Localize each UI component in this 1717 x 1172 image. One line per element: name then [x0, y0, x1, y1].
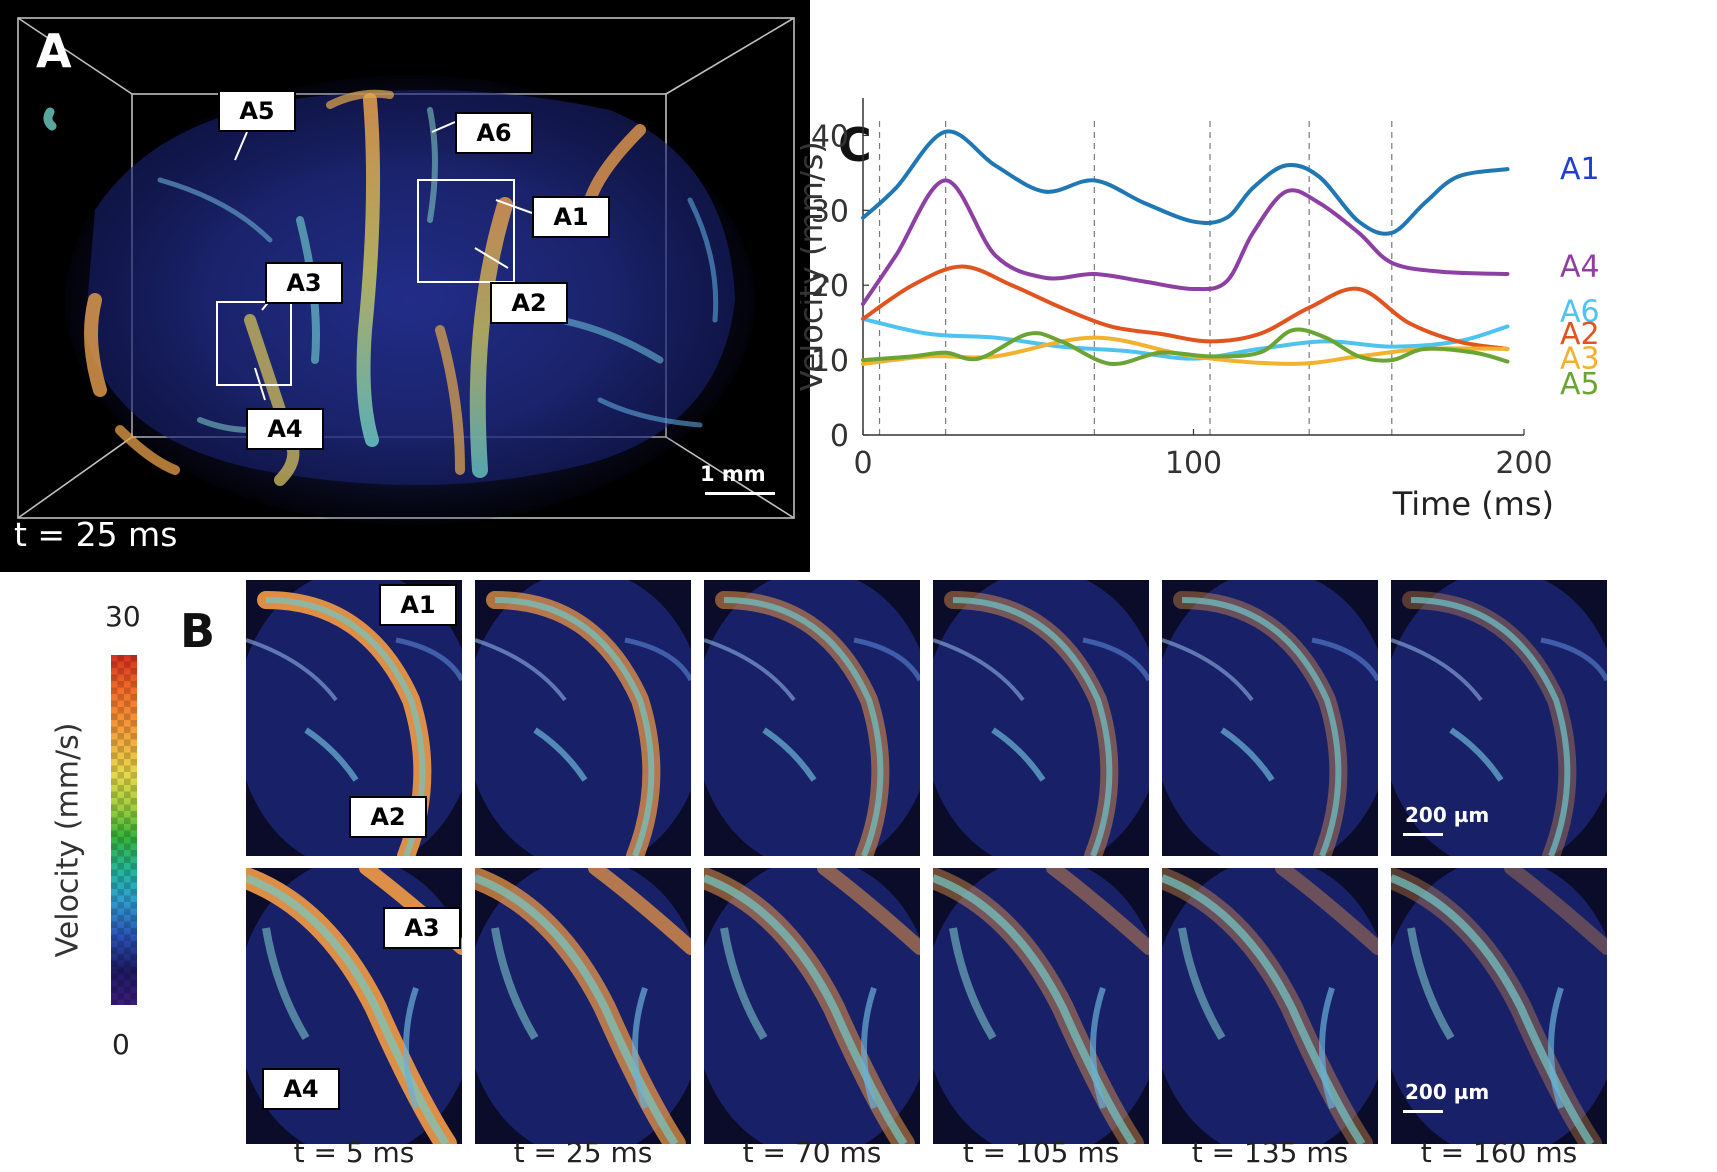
series-label-a2: A2 — [1560, 317, 1600, 352]
time-label-4: t = 105 ms — [962, 1136, 1120, 1169]
callout-a6: A6 — [455, 112, 533, 154]
series-line-a6 — [861, 316, 1510, 361]
frame-row2-col5 — [1162, 868, 1378, 1144]
time-label-6: t = 160 ms — [1420, 1136, 1578, 1169]
x-tick-label-0: 0 — [853, 446, 872, 481]
colorbar — [111, 655, 137, 1005]
scale-label-row1: 200 µm — [1405, 803, 1490, 827]
series-label-a6: A6 — [1560, 294, 1600, 329]
callout-a5: A5 — [218, 90, 296, 132]
panel-a-volume-render: A A5 A6 A1 A2 A3 A4 1 mm t = 25 ms — [0, 0, 810, 572]
frame-row1-col6 — [1391, 580, 1607, 856]
series-label-a5: A5 — [1560, 367, 1600, 402]
colorbar-min-label: 0 — [112, 1028, 130, 1061]
series-line-a4 — [861, 178, 1510, 306]
series-label-a1: A1 — [1560, 152, 1600, 187]
callout-a4: A4 — [246, 408, 324, 450]
colorbar-checker — [111, 655, 137, 1005]
callout-b-a3: A3 — [383, 907, 461, 949]
y-tick-label-20: 20 — [811, 269, 849, 304]
series-line-a2 — [861, 264, 1510, 351]
callout-a2: A2 — [490, 282, 568, 324]
velocity-time-chart: 0 10 20 30 40 0 100 200 Time (ms) Velocity (mm/s)… — [800, 98, 1600, 523]
scale-label-row2: 200 µm — [1405, 1080, 1490, 1104]
panel-b-letter: B — [180, 604, 216, 658]
time-label-5: t = 135 ms — [1191, 1136, 1349, 1169]
frame-row1-col5 — [1162, 580, 1378, 856]
time-label-2: t = 25 ms — [513, 1136, 653, 1169]
y-axis-label: Velocity (mm/s) — [800, 141, 830, 391]
time-label-1: t = 5 ms — [293, 1136, 415, 1169]
vascular-volume-image — [17, 17, 795, 525]
panel-a-letter: A — [36, 24, 72, 78]
panel-c-letter: C — [838, 118, 872, 172]
series-line-a1 — [861, 129, 1510, 236]
x-axis-label: Time (ms) — [1392, 485, 1554, 523]
frame-row1-col3 — [704, 580, 920, 856]
panel-a-time-label: t = 25 ms — [14, 515, 178, 554]
frame-row1-col2 — [475, 580, 691, 856]
callout-b-a1: A1 — [379, 584, 457, 626]
x-tick-label-100: 100 — [1165, 446, 1222, 481]
colorbar-max-label: 30 — [105, 600, 141, 633]
frame-row2-col2 — [475, 868, 691, 1144]
scale-bar-row2 — [1403, 1110, 1443, 1113]
y-tick-label-0: 0 — [830, 419, 849, 454]
scale-bar-row1 — [1403, 833, 1443, 836]
frame-row2-col6 — [1391, 868, 1607, 1144]
x-tick-label-200: 200 — [1495, 446, 1552, 481]
y-tick-label-40: 40 — [811, 119, 849, 154]
frame-row2-col3 — [704, 868, 920, 1144]
frame-row1-col4 — [933, 580, 1149, 856]
series-label-a4: A4 — [1560, 250, 1600, 285]
callout-a1: A1 — [532, 196, 610, 238]
panel-a-scale-bar — [705, 492, 775, 495]
callout-b-a2: A2 — [349, 796, 427, 838]
frame-row2-col4 — [933, 868, 1149, 1144]
panel-a-scale-label: 1 mm — [700, 462, 766, 486]
y-tick-label-10: 10 — [811, 344, 849, 379]
callout-b-a4: A4 — [262, 1068, 340, 1110]
callout-a3: A3 — [265, 262, 343, 304]
y-tick-label-30: 30 — [811, 194, 849, 229]
time-label-3: t = 70 ms — [742, 1136, 882, 1169]
series-line-a5 — [861, 327, 1510, 366]
series-label-a3: A3 — [1560, 342, 1600, 377]
colorbar-axis-label: Velocity (mm/s) — [50, 722, 86, 958]
